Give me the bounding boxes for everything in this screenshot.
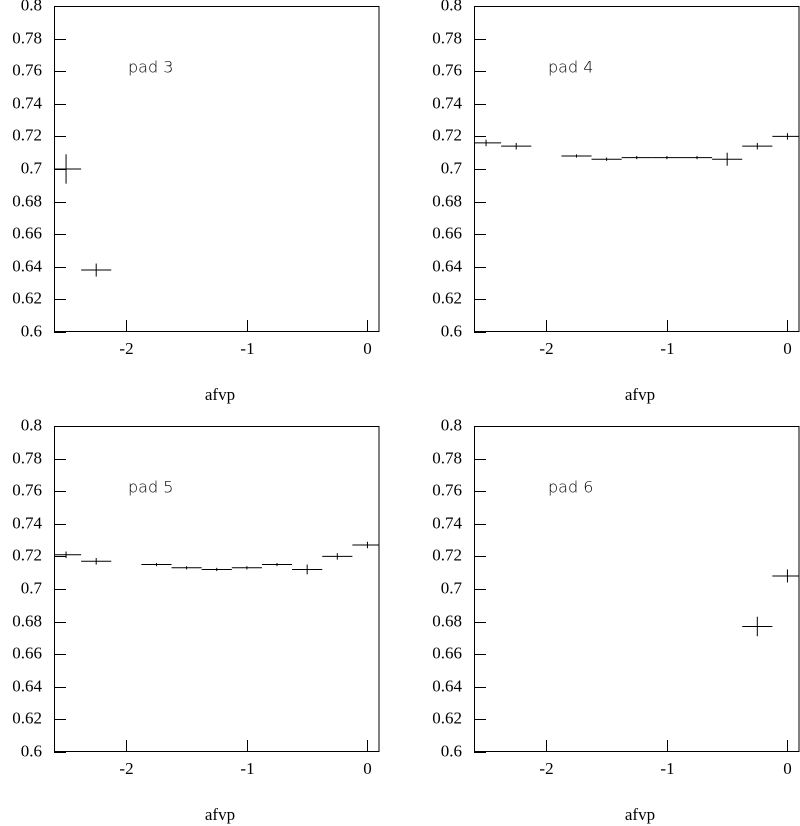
x-tick-label: 0	[363, 759, 372, 778]
y-tick-label: 0.74	[12, 513, 42, 532]
y-tick-label: 0.6	[21, 741, 42, 760]
frame	[54, 426, 380, 752]
pad: pad 3	[128, 58, 173, 77]
y-tick-label: 0.66	[12, 643, 42, 662]
y-tick-label: 0.7	[441, 578, 463, 597]
x-tick-label: -1	[240, 339, 254, 358]
y-tick-label: 0.62	[432, 708, 462, 727]
x-axis-label: afvp	[205, 385, 235, 404]
y-tick-label: 0.64	[12, 256, 42, 275]
y-tick-label: 0.64	[12, 676, 42, 695]
pad: pad 4	[548, 58, 593, 77]
x-tick-label: 0	[783, 759, 792, 778]
y-tick-label: 0.76	[432, 60, 462, 79]
x-tick-label: -2	[119, 339, 133, 358]
y-tick-label: 0.6	[441, 321, 462, 340]
y-tick-label: 0.8	[21, 0, 42, 14]
y-tick-label: 0.74	[432, 513, 462, 532]
y-tick-label: 0.7	[21, 158, 43, 177]
y-tick-label: 0.62	[432, 288, 462, 307]
y-tick-label: 0.6	[21, 321, 42, 340]
y-tick-label: 0.64	[432, 256, 462, 275]
x-axis-label: afvp	[205, 805, 235, 824]
y-tick-label: 0.78	[12, 28, 42, 47]
y-tick-label: 0.78	[432, 448, 462, 467]
x-axis-label: afvp	[625, 385, 655, 404]
y-tick-label: 0.72	[12, 545, 42, 564]
y-tick-label: 0.72	[12, 125, 42, 144]
x-axis-label: afvp	[625, 805, 655, 824]
pad: pad 5	[128, 478, 173, 497]
y-tick-label: 0.74	[432, 93, 462, 112]
y-tick-label: 0.72	[432, 125, 462, 144]
y-tick-label: 0.66	[12, 223, 42, 242]
x-tick-label: -1	[240, 759, 254, 778]
y-tick-label: 0.66	[432, 223, 462, 242]
frame	[54, 6, 380, 332]
y-tick-label: 0.68	[432, 611, 462, 630]
y-tick-label: 0.8	[21, 415, 42, 434]
y-tick-label: 0.7	[441, 158, 463, 177]
x-tick-label: -2	[539, 339, 553, 358]
frame	[474, 426, 800, 752]
frame	[474, 6, 800, 332]
y-tick-label: 0.76	[12, 480, 42, 499]
pad: pad 6	[548, 478, 593, 497]
x-tick-label: 0	[783, 339, 792, 358]
y-tick-label: 0.8	[441, 0, 462, 14]
y-tick-label: 0.68	[12, 191, 42, 210]
y-tick-label: 0.64	[432, 676, 462, 695]
y-tick-label: 0.6	[441, 741, 462, 760]
y-tick-label: 0.68	[12, 611, 42, 630]
x-tick-label: -1	[660, 339, 674, 358]
y-tick-label: 0.74	[12, 93, 42, 112]
y-tick-label: 0.62	[12, 288, 42, 307]
y-tick-label: 0.62	[12, 708, 42, 727]
y-tick-label: 0.8	[441, 415, 462, 434]
y-tick-label: 0.68	[432, 191, 462, 210]
x-tick-label: 0	[363, 339, 372, 358]
x-tick-label: -1	[660, 759, 674, 778]
y-tick-label: 0.66	[432, 643, 462, 662]
y-tick-label: 0.72	[432, 545, 462, 564]
y-tick-label: 0.78	[12, 448, 42, 467]
x-tick-label: -2	[539, 759, 553, 778]
y-tick-label: 0.76	[432, 480, 462, 499]
y-tick-label: 0.7	[21, 578, 43, 597]
x-tick-label: -2	[119, 759, 133, 778]
y-tick-label: 0.78	[432, 28, 462, 47]
y-tick-label: 0.76	[12, 60, 42, 79]
